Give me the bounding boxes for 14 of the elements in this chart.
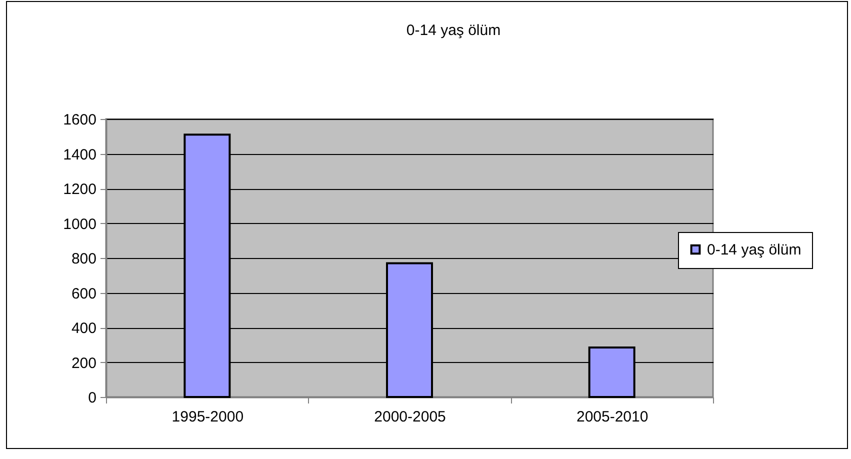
- y-tick-label: 1000: [63, 216, 96, 233]
- y-tick-label: 1200: [63, 181, 96, 198]
- y-tick-label: 800: [71, 250, 96, 268]
- y-tick-label: 1400: [63, 146, 96, 164]
- y-tick-label: 600: [71, 285, 96, 302]
- y-tick-label: 0: [88, 390, 96, 406]
- chart-title: 0-14 yaş ölüm: [406, 22, 501, 39]
- x-tick-label: 1995-2000: [172, 408, 244, 426]
- x-tick-label: 2005-2010: [576, 408, 648, 426]
- x-tick-label: 2000-2005: [374, 408, 446, 426]
- y-tick-label: 1600: [63, 112, 96, 128]
- y-tick-label: 400: [71, 320, 96, 337]
- y-tick-label: 200: [71, 354, 96, 372]
- legend-label: 0-14 yaş ölüm: [707, 242, 802, 258]
